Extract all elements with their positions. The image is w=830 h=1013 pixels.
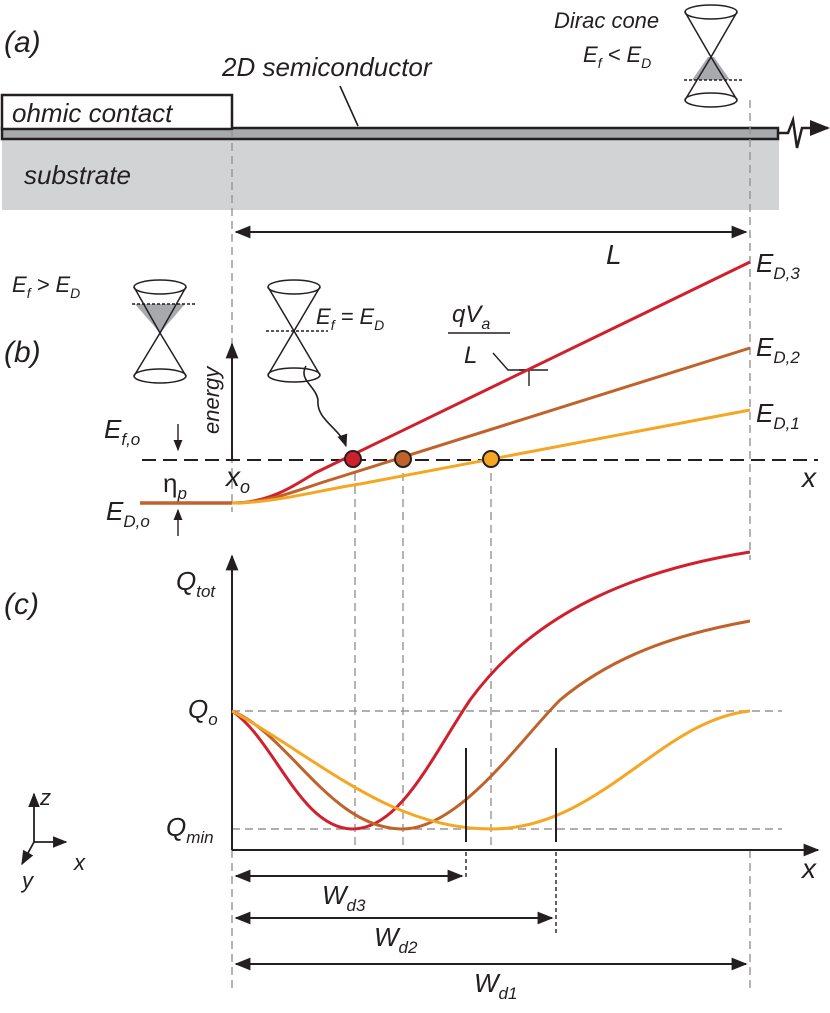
- slope-denominator: L: [464, 342, 477, 369]
- crossing-point-3: [344, 450, 362, 468]
- axes-triad: z x y: [20, 785, 86, 893]
- wd3-label: Wd3: [322, 880, 366, 915]
- wd1-label: Wd1: [474, 968, 517, 1003]
- ed1-curve: [231, 408, 751, 505]
- dirac-cone-top: [684, 4, 744, 108]
- ed3-label: ED,3: [756, 248, 800, 283]
- wd2-label: Wd2: [374, 922, 418, 957]
- x-axis-label-c: x: [800, 853, 817, 884]
- qtot-curve-1: [231, 709, 751, 831]
- qtot-curve-2: [231, 619, 751, 831]
- qo-label: Qo: [188, 694, 218, 729]
- qtot-label: Qtot: [176, 566, 216, 601]
- substrate: [2, 140, 779, 210]
- crossing-point-1: [482, 450, 500, 468]
- triad-x-label: x: [73, 850, 86, 875]
- qtot-curve-3: [231, 550, 751, 831]
- dirac-condition: Ef < ED: [583, 42, 651, 71]
- length-dimension: L: [234, 225, 748, 270]
- slope-triangle: [519, 369, 548, 386]
- guide-lines: [231, 100, 782, 990]
- ed2-label: ED,2: [756, 332, 800, 367]
- panel-c: (c) x Qtot Qo Qmin Wd3 Wd2 Wd1: [4, 550, 820, 1003]
- cone-middle-condition: Ef = ED: [316, 304, 384, 333]
- panel-b-label: (b): [4, 336, 41, 369]
- crossing-point-2: [394, 450, 412, 468]
- panel-a-label: (a): [4, 26, 41, 59]
- dirac-label: Dirac cone: [554, 8, 659, 33]
- substrate-label: substrate: [24, 160, 131, 190]
- cone-pointer-arrow: [303, 365, 348, 448]
- panel-a: (a) substrate ohmic contact 2D semicondu…: [0, 4, 830, 210]
- triad-z-label: z: [39, 785, 51, 810]
- semiconductor-label: 2D semiconductor: [221, 52, 433, 82]
- slope-leader: [492, 352, 529, 371]
- dirac-cone-middle: [266, 279, 328, 383]
- x-axis-label-b: x: [800, 462, 817, 493]
- panel-c-label: (c): [4, 588, 39, 621]
- ed1-label: ED,1: [756, 398, 800, 433]
- qmin-label: Qmin: [166, 812, 214, 847]
- cone-left-condition: Ef > ED: [12, 272, 80, 301]
- length-label: L: [606, 239, 622, 270]
- eta-label: ηp: [163, 468, 187, 503]
- ohmic-contact: [0, 93, 234, 131]
- break-symbol: [778, 115, 812, 149]
- slope-numerator: qVa: [452, 301, 490, 333]
- contact-label: ohmic contact: [12, 98, 174, 128]
- dirac-point-label: ED,o: [106, 496, 150, 531]
- semiconductor-leader: [339, 85, 359, 127]
- energy-label: energy: [199, 365, 224, 434]
- triad-y-label: y: [20, 868, 35, 893]
- dirac-cone-left: [132, 279, 196, 384]
- panel-b: (b) Ef > ED Ef = ED: [4, 248, 818, 536]
- xo-label: xo: [224, 461, 250, 497]
- fermi-label: Ef,o: [104, 414, 140, 449]
